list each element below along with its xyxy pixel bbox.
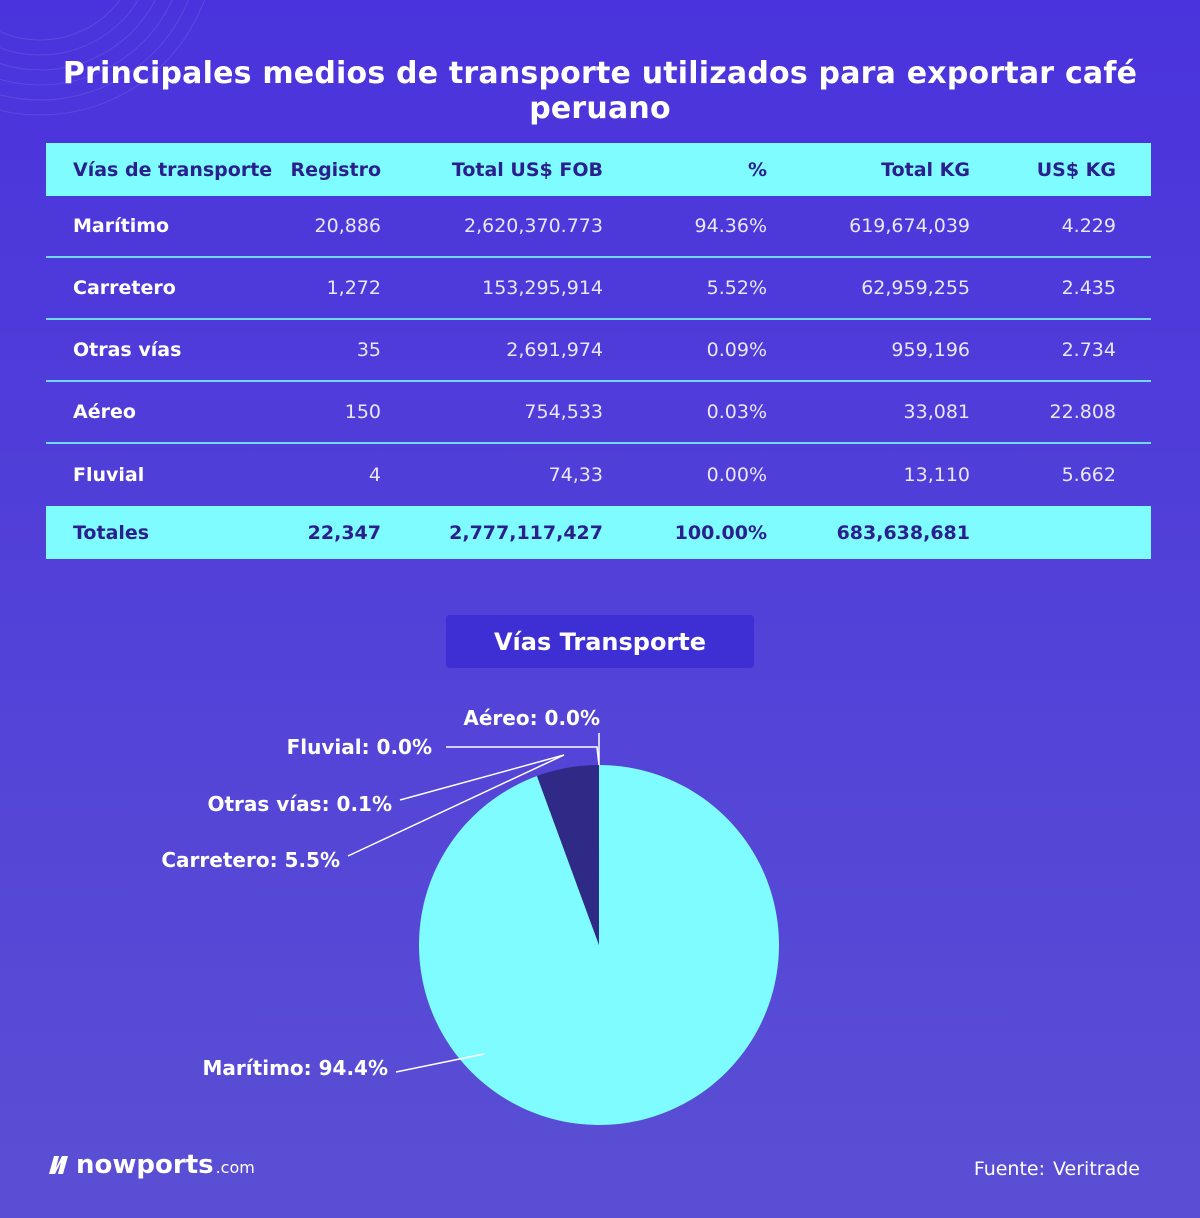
pie-label-otras-v-as: Otras vías: 0.1% (207, 792, 392, 816)
cell-usd-kg: 4.229 (1061, 215, 1116, 237)
header-vias: Vías de transporte (73, 158, 273, 181)
cell-total-fob: 2,691,974 (506, 339, 603, 361)
cell-total-kg: 13,110 (903, 464, 970, 486)
pie-label-mar-timo: Marítimo: 94.4% (203, 1056, 388, 1080)
cell-registro: 20,886 (314, 215, 381, 237)
header-total-kg: Total KG (881, 158, 970, 181)
header-usd-kg: US$ KG (1036, 158, 1116, 181)
source-label: Fuente: (973, 1158, 1046, 1180)
nowports-logo: nowports .com (46, 1150, 255, 1180)
cell-via: Fluvial (73, 464, 145, 486)
logo-domain: .com (215, 1158, 255, 1177)
transport-table: Vías de transporte Registro Total US$ FO… (46, 143, 1151, 559)
table-row: Carretero 1,272 153,295,914 5.52% 62,959… (46, 258, 1151, 320)
pie-slice-mar-timo (418, 765, 779, 1125)
totals-fob: 2,777,117,427 (449, 521, 603, 544)
cell-total-fob: 2,620,370.773 (463, 215, 603, 237)
cell-total-kg: 959,196 (891, 339, 970, 361)
pie-chart-title: Vías Transporte (446, 615, 754, 668)
cell-usd-kg: 5.662 (1061, 464, 1116, 486)
source-credit: Fuente: Veritrade (974, 1158, 1140, 1180)
logo-text: nowports (76, 1150, 214, 1180)
leader-line-mar-timo (395, 1053, 485, 1073)
cell-total-fob: 74,33 (548, 464, 603, 486)
leader-line-fluvial (446, 746, 600, 766)
totals-percent: 100.00% (674, 521, 767, 544)
cell-percent: 0.00% (706, 464, 767, 486)
cell-usd-kg: 2.435 (1061, 277, 1116, 299)
pie-slice-carretero (536, 765, 599, 945)
cell-via: Aéreo (73, 401, 136, 423)
cell-usd-kg: 22.808 (1049, 401, 1116, 423)
totals-registro: 22,347 (307, 521, 381, 544)
table-row: Marítimo 20,886 2,620,370.773 94.36% 619… (46, 196, 1151, 258)
cell-percent: 5.52% (706, 277, 767, 299)
cell-total-kg: 33,081 (903, 401, 970, 423)
header-registro: Registro (290, 158, 381, 181)
header-percent: % (747, 158, 767, 181)
pie-chart: Marítimo: 94.4% Carretero: 5.5% Otras vías… (161, 706, 779, 1125)
cell-registro: 150 (344, 401, 381, 423)
pie-label-carretero: Carretero: 5.5% (161, 848, 340, 872)
cell-registro: 1,272 (326, 277, 381, 299)
table-row: Aéreo 150 754,533 0.03% 33,081 22.808 (46, 382, 1151, 444)
decorative-arcs (0, 0, 205, 116)
cell-total-fob: 754,533 (524, 401, 603, 423)
cell-percent: 94.36% (694, 215, 767, 237)
header-total-fob: Total US$ FOB (451, 158, 603, 181)
cell-via: Otras vías (73, 339, 182, 361)
leader-line-otras-v-as (399, 754, 565, 801)
leader-line-carretero (347, 754, 565, 857)
cell-registro: 35 (356, 339, 381, 361)
page-title: Principales medios de transporte utiliza… (62, 56, 1138, 126)
cell-registro: 4 (368, 464, 381, 486)
totals-kg: 683,638,681 (836, 521, 970, 544)
cell-via: Marítimo (73, 215, 170, 237)
cell-total-fob: 153,295,914 (482, 277, 603, 299)
cell-via: Carretero (73, 277, 176, 299)
cell-total-kg: 62,959,255 (861, 277, 970, 299)
cell-total-kg: 619,674,039 (849, 215, 970, 237)
table-row: Otras vías 35 2,691,974 0.09% 959,196 2.… (46, 320, 1151, 382)
pie-slice-otras-v-as (597, 765, 599, 945)
nowports-logo-icon (49, 1156, 68, 1174)
pie-label-fluvial: Fluvial: 0.0% (287, 735, 432, 759)
pie-label-a-reo: Aéreo: 0.0% (463, 706, 600, 730)
source-value: Veritrade (1053, 1158, 1140, 1180)
table-totals-row: Totales 22,347 2,777,117,427 100.00% 683… (46, 506, 1151, 559)
cell-percent: 0.09% (706, 339, 767, 361)
totals-label: Totales (73, 521, 150, 544)
table-row: Fluvial 4 74,33 0.00% 13,110 5.662 (46, 444, 1151, 506)
table-header-row: Vías de transporte Registro Total US$ FO… (46, 143, 1151, 196)
cell-usd-kg: 2.734 (1061, 339, 1116, 361)
cell-percent: 0.03% (706, 401, 767, 423)
